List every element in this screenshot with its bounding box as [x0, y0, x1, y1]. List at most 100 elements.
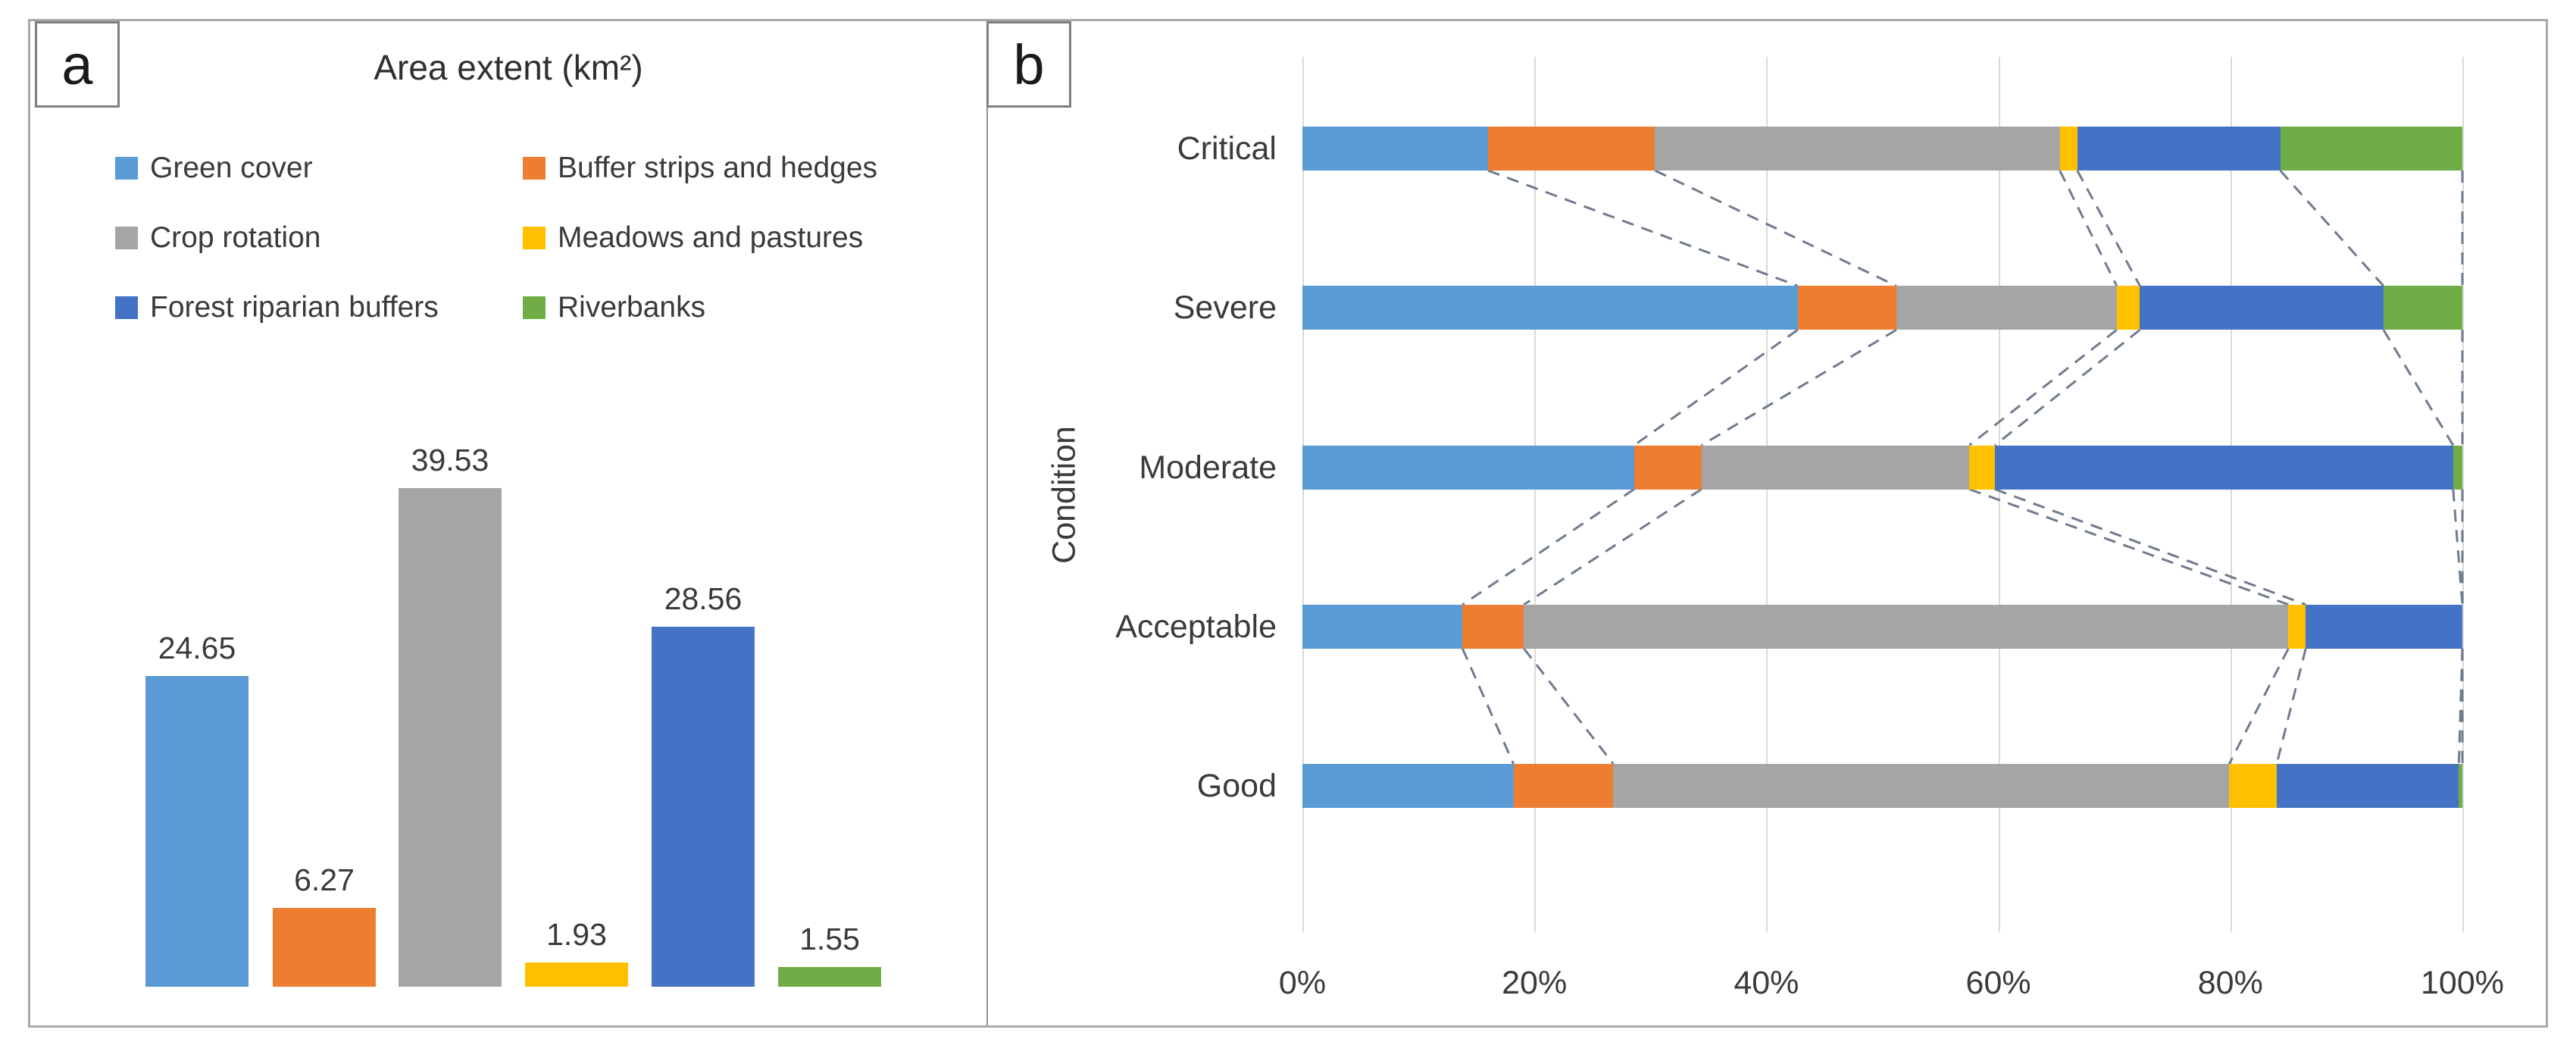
- category-label: Critical: [1177, 130, 1277, 167]
- bar: [778, 967, 881, 987]
- category-label: Severe: [1173, 290, 1277, 327]
- bar: [145, 676, 249, 987]
- series-line: [1968, 329, 2118, 446]
- bar-segment: [2140, 286, 2384, 330]
- series-line: [1523, 488, 1702, 606]
- legend-item: Meadows and pastures: [523, 221, 863, 255]
- gridline: [1766, 57, 1768, 932]
- legend-label: Crop rotation: [150, 221, 321, 254]
- legend-label: Forest riparian buffers: [150, 291, 439, 324]
- bar-segment: [2059, 127, 2077, 171]
- panel-divider: [986, 21, 988, 1025]
- legend-item: Forest riparian buffers: [115, 291, 439, 324]
- panel-b-label-box: b: [986, 21, 1071, 108]
- legend-swatch: [523, 157, 546, 180]
- series-line: [2227, 648, 2290, 765]
- bar: [525, 962, 628, 987]
- panel-a-label-box: a: [35, 21, 120, 108]
- bar-segment: [1969, 445, 1995, 490]
- bar-segment: [2116, 286, 2140, 330]
- legend-label: Meadows and pastures: [558, 221, 864, 254]
- series-line: [1461, 648, 1515, 765]
- bar: [273, 908, 376, 987]
- series-line: [1462, 488, 1635, 606]
- legend-label: Buffer strips and hedges: [558, 152, 878, 184]
- bar-segment: [1302, 604, 1463, 649]
- y-axis-title: Condition: [1046, 426, 1083, 564]
- bar-value-label: 1.55: [799, 922, 860, 956]
- bar-segment: [2277, 764, 2459, 808]
- legend-swatch: [115, 296, 138, 319]
- series-line: [1523, 647, 1615, 765]
- series-line: [1654, 169, 1897, 287]
- tick-label: 0%: [1278, 965, 1327, 1001]
- bar-segment: [2280, 127, 2462, 171]
- bar-segment: [1302, 127, 1488, 171]
- bar-row: [1302, 286, 2462, 330]
- series-connector-lines: [1461, 169, 2464, 765]
- legend-item: Riverbanks: [523, 291, 705, 324]
- bar-segment: [1613, 764, 2230, 808]
- series-line: [1994, 488, 2306, 606]
- series-line: [1994, 329, 2141, 446]
- bar-segment: [1487, 127, 1655, 171]
- gridline: [1302, 57, 1304, 932]
- bar: [652, 627, 755, 987]
- legend-item: Green cover: [115, 152, 313, 185]
- legend-item: Crop rotation: [115, 221, 320, 255]
- panel-a-title: Area extent (km²): [374, 48, 643, 87]
- bar-row: [1302, 764, 2462, 808]
- series-line: [1487, 169, 1799, 287]
- panel-b-label: b: [1013, 33, 1045, 96]
- bar: [399, 488, 502, 987]
- legend-swatch: [115, 227, 138, 249]
- bar-segment: [2459, 764, 2462, 808]
- bar-segment: [1524, 604, 2289, 649]
- series-line: [2059, 170, 2118, 286]
- series-line: [2076, 170, 2141, 286]
- bar-value-label: 1.93: [546, 917, 607, 952]
- bar-row: [1302, 127, 2462, 171]
- legend-label: Riverbanks: [558, 291, 706, 324]
- bar-segment: [1896, 286, 2117, 330]
- bar-segment: [2453, 445, 2462, 490]
- bar-value-label: 28.56: [664, 581, 742, 616]
- category-label: Good: [1196, 768, 1277, 804]
- gridline: [2230, 57, 2232, 932]
- bar-segment: [2306, 604, 2462, 649]
- bar-value-label: 39.53: [411, 443, 489, 477]
- bar-segment: [2383, 286, 2462, 330]
- bar-segment: [1462, 604, 1524, 649]
- panel-a-label: a: [61, 33, 93, 96]
- gridline: [1534, 57, 1537, 932]
- series-line: [2279, 169, 2385, 287]
- bar-value-label: 24.65: [158, 631, 236, 665]
- legend: Green cover Buffer strips and hedges Crop …: [30, 21, 986, 415]
- bar-segment: [1302, 764, 1514, 808]
- bar-segment: [1701, 445, 1970, 490]
- bar-segment: [1797, 286, 1896, 330]
- series-line: [2275, 648, 2307, 765]
- legend-item: Buffer strips and hedges: [523, 152, 877, 185]
- legend-swatch: [523, 227, 546, 249]
- bar-segment: [2077, 127, 2281, 171]
- series-line: [2382, 329, 2455, 446]
- bar-segment: [2288, 604, 2306, 649]
- legend-swatch: [115, 157, 138, 180]
- legend-swatch: [523, 296, 546, 319]
- tick-label: 20%: [1502, 965, 1568, 1001]
- legend-label: Green cover: [150, 152, 313, 184]
- series-line: [1700, 328, 1897, 446]
- tick-label: 100%: [2421, 965, 2504, 1001]
- bar-segment: [1633, 445, 1702, 490]
- bar-segment: [1302, 286, 1798, 330]
- series-line: [1968, 488, 2289, 606]
- figure-panel-container: a Area extent (km²) Green cover Buffer st…: [28, 19, 2548, 1028]
- bar-segment: [1302, 445, 1634, 490]
- bar-value-label: 6.27: [294, 862, 355, 897]
- series-line: [2452, 489, 2464, 605]
- tick-label: 60%: [1965, 965, 2031, 1001]
- tick-label: 80%: [2197, 965, 2263, 1001]
- series-line: [2457, 648, 2464, 765]
- tick-label: 40%: [1733, 965, 1799, 1001]
